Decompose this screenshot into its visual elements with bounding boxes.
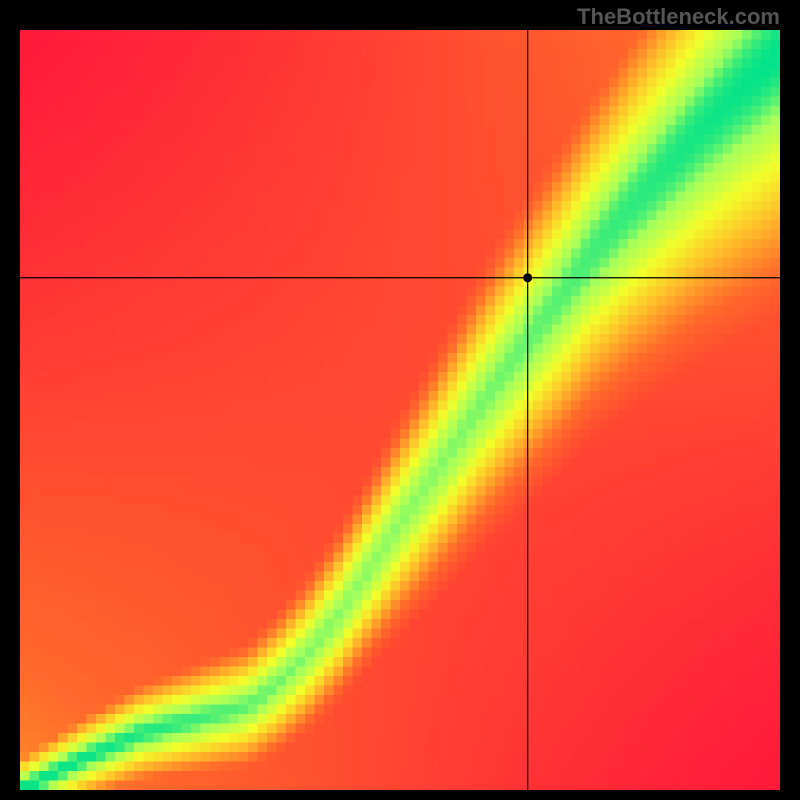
heatmap-svg <box>20 30 780 790</box>
root-container: TheBottleneck.com <box>0 0 800 800</box>
heatmap-chart <box>20 30 780 790</box>
watermark-text: TheBottleneck.com <box>577 4 780 30</box>
crosshair-dot <box>523 273 532 282</box>
